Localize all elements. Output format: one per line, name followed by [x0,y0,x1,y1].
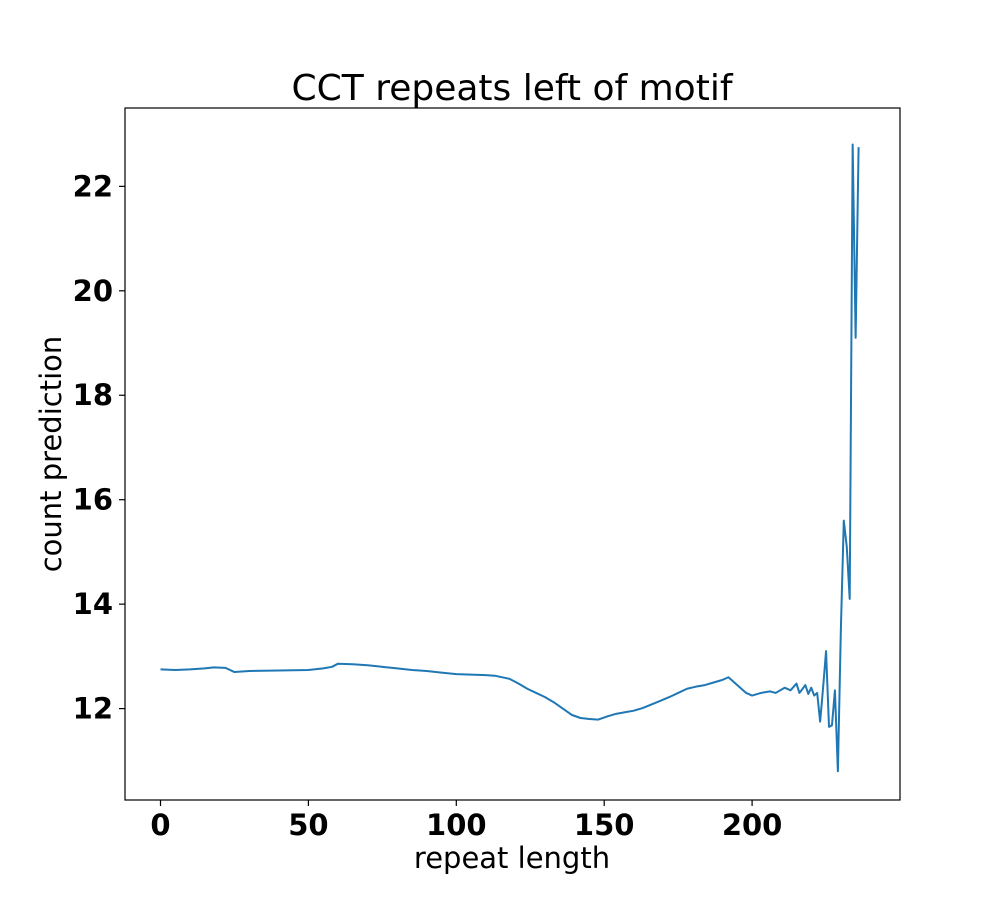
x-axis: 0 50 100 150 200 [150,800,782,842]
x-tick-label: 0 [150,808,170,842]
x-tick-label: 150 [574,808,635,842]
y-tick-label: 12 [73,692,113,726]
x-tick-label: 100 [426,808,487,842]
y-axis-label: count prediction [34,336,68,573]
x-axis-label: repeat length [414,841,610,875]
plot-area [160,143,860,773]
y-tick-label: 22 [73,169,113,203]
y-tick-label: 14 [73,587,113,621]
y-tick-label: 18 [73,378,113,412]
series-line-0 [160,143,860,773]
y-tick-label: 20 [73,274,113,308]
x-tick-label: 200 [722,808,783,842]
axes-frame [124,107,901,801]
chart-title: CCT repeats left of motif [291,68,733,109]
x-tick-label: 50 [288,808,328,842]
y-axis: 12 14 16 18 20 22 [73,169,125,726]
y-tick-label: 16 [73,483,113,517]
